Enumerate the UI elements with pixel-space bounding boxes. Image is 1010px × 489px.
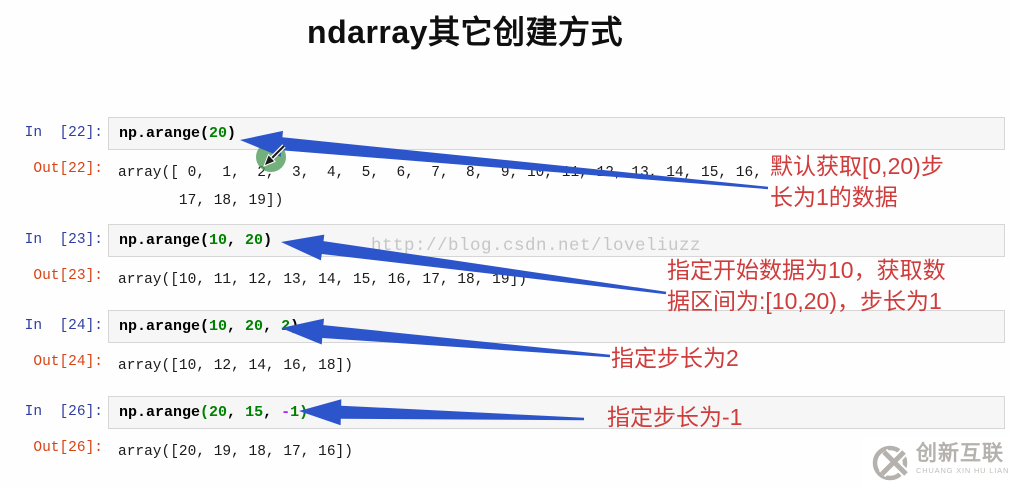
code-token: , — [263, 318, 282, 335]
code-token: ) — [263, 232, 273, 249]
code-token: np.arange( — [119, 125, 210, 142]
code-token: 20 — [245, 232, 264, 249]
code-token: ) — [299, 404, 309, 421]
output-line: array([10, 11, 12, 13, 14, 15, 16, 17, 1… — [118, 272, 527, 288]
annotation-line: 长为1的数据 — [770, 184, 898, 210]
annotation-line: 指定步长为2 — [611, 345, 739, 371]
input-prompt: In [26]: — [24, 404, 103, 420]
annotation-text: 默认获取[0,20)步 长为1的数据 — [770, 151, 944, 213]
output-text: array([10, 11, 12, 13, 14, 15, 16, 17, 1… — [118, 266, 527, 294]
notebook-cell: In [26]: np.arange(20, 15, -1) Out[26]: … — [0, 396, 1010, 489]
code-token: , — [227, 404, 246, 421]
code-line: np.arange(20) — [119, 125, 236, 142]
annotation-line: 指定步长为-1 — [607, 404, 743, 430]
code-token: 15 — [245, 404, 264, 421]
output-line: array([10, 12, 14, 16, 18]) — [118, 358, 353, 374]
output-prompt: Out[23]: — [33, 268, 103, 284]
code-token: ) — [290, 318, 300, 335]
code-token: ( — [200, 404, 210, 421]
annotation-text: 指定步长为-1 — [607, 402, 742, 433]
code-token: 2 — [281, 318, 291, 335]
code-token: , — [227, 232, 246, 249]
output-text: array([20, 19, 18, 17, 16]) — [118, 438, 353, 466]
output-line: array([20, 19, 18, 17, 16]) — [118, 444, 353, 460]
brand-logo-cn: 创新互联 — [916, 442, 1004, 465]
output-line: 17, 18, 19]) — [118, 193, 284, 209]
annotation-line: 指定开始数据为10，获取数 — [667, 257, 946, 283]
code-token: np.arange( — [119, 232, 210, 249]
annotation-line: 默认获取[0,20)步 — [770, 153, 944, 179]
code-line: np.arange(10, 20) — [119, 232, 272, 249]
brand-logo-en: CHUANG XIN HU LIAN — [916, 466, 1010, 475]
annotation-text: 指定开始数据为10，获取数 据区间为:[10,20)，步长为1 — [667, 255, 946, 317]
code-token: 20 — [209, 125, 228, 142]
code-line: np.arange(20, 15, -1) — [119, 404, 308, 421]
code-token: 10 — [209, 318, 228, 335]
code-token: 10 — [209, 232, 228, 249]
annotation-line: 据区间为:[10,20)，步长为1 — [667, 288, 942, 314]
code-token: 1 — [290, 404, 300, 421]
watermark: http://blog.csdn.net/loveliuzz — [371, 236, 702, 256]
input-prompt: In [23]: — [24, 232, 103, 248]
notebook-cell: In [24]: np.arange(10, 20, 2) Out[24]: a… — [0, 310, 1010, 410]
code-input[interactable]: np.arange(20) — [108, 117, 1005, 150]
code-token: 20 — [209, 404, 228, 421]
input-prompt: In [24]: — [24, 318, 103, 334]
code-token: , — [263, 404, 282, 421]
code-token: - — [281, 404, 291, 421]
annotation-text: 指定步长为2 — [611, 343, 739, 374]
brand-logo-icon — [872, 445, 910, 481]
slide-title: ndarray其它创建方式 — [307, 14, 623, 50]
code-input[interactable]: np.arange(20, 15, -1) — [108, 396, 1005, 429]
output-line: array([ 0, 1, 2, 3, 4, 5, 6, 7, 8, 9, 10… — [118, 165, 762, 181]
code-token: 20 — [245, 318, 264, 335]
code-token: ) — [227, 125, 237, 142]
brand-logo: 创新互联 CHUANG XIN HU LIAN — [862, 436, 1010, 489]
output-prompt: Out[22]: — [33, 161, 103, 177]
code-token: np.arange — [119, 404, 201, 421]
input-prompt: In [22]: — [24, 125, 103, 141]
code-token: np.arange( — [119, 318, 210, 335]
output-text: array([ 0, 1, 2, 3, 4, 5, 6, 7, 8, 9, 10… — [118, 159, 762, 215]
code-line: np.arange(10, 20, 2) — [119, 318, 299, 335]
code-token: , — [227, 318, 246, 335]
output-prompt: Out[26]: — [33, 440, 103, 456]
output-prompt: Out[24]: — [33, 354, 103, 370]
output-text: array([10, 12, 14, 16, 18]) — [118, 352, 353, 380]
